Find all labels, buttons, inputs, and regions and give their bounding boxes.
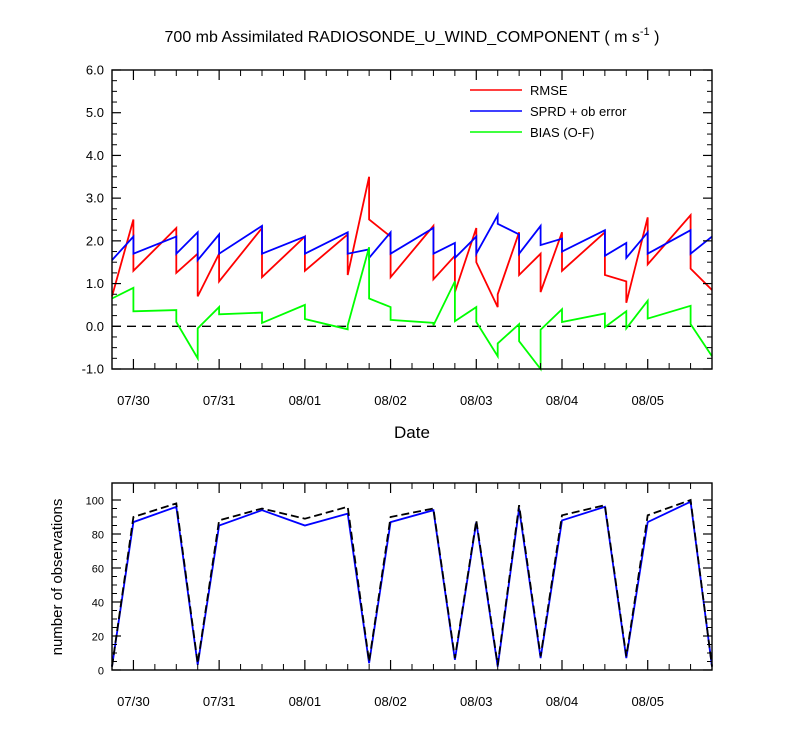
bottom-y-tick-label: 0 xyxy=(98,666,104,678)
bottom-plot: 0 20 40 60 80 100 07/30 07/31 08/01 08/02 08/03 08/… xyxy=(49,482,713,709)
bottom-x-tick-label: 08/01 xyxy=(289,694,322,709)
bottom-series-group xyxy=(111,498,713,667)
top-plot: -1.0 0.0 1.0 2.0 3.0 4.0 5.0 6.0 07/30 07/31 08/01… xyxy=(82,63,713,442)
bottom-x-tick-label: 08/03 xyxy=(460,694,493,709)
bottom-y-tick-label: 100 xyxy=(86,496,104,508)
top-x-tick-label: 07/31 xyxy=(203,393,236,408)
top-series-bias-o-f xyxy=(111,247,713,372)
bottom-x-tick-label: 07/31 xyxy=(203,694,236,709)
top-x-tick-label: 07/30 xyxy=(117,393,150,408)
top-plot-frame xyxy=(111,69,713,370)
legend: RMSE SPRD + ob error BIAS (O-F) xyxy=(470,83,627,140)
bottom-plot-frame xyxy=(111,482,713,671)
top-y-tick-label: 4.0 xyxy=(86,148,104,163)
bottom-x-tick-label: 08/02 xyxy=(374,694,407,709)
legend-label-sprd: SPRD + ob error xyxy=(530,104,627,119)
bottom-y-tick-label: 60 xyxy=(92,564,104,576)
bottom-x-tick-label: 07/30 xyxy=(117,694,150,709)
top-x-tick-label: 08/02 xyxy=(374,393,407,408)
top-y-tick-label: 0.0 xyxy=(86,319,104,334)
bottom-x-tick-label: 08/04 xyxy=(546,694,579,709)
top-y-tick-label: 5.0 xyxy=(86,105,104,120)
x-axis-title: Date xyxy=(394,423,430,442)
legend-label-rmse: RMSE xyxy=(530,83,568,98)
bottom-y-tick-label: 80 xyxy=(92,530,104,542)
top-series-rmse xyxy=(111,176,713,308)
top-series-sprd-ob-error xyxy=(111,211,713,263)
top-x-tick-label: 08/03 xyxy=(460,393,493,408)
top-y-tick-label: 3.0 xyxy=(86,191,104,206)
top-x-tick-label: 08/04 xyxy=(546,393,579,408)
legend-label-bias: BIAS (O-F) xyxy=(530,125,594,140)
y-axis-title-observations: number of observations xyxy=(49,499,66,656)
top-y-tick-label: 1.0 xyxy=(86,276,104,291)
chart-title: 700 mb Assimilated RADIOSONDE_U_WIND_COM… xyxy=(165,26,660,46)
top-x-tick-label: 08/01 xyxy=(289,393,322,408)
bottom-y-tick-label: 40 xyxy=(92,598,104,610)
bottom-series-possible xyxy=(111,498,713,667)
top-x-tick-label: 08/05 xyxy=(631,393,664,408)
top-series-group xyxy=(111,176,713,372)
bottom-series-assimilated xyxy=(111,500,713,667)
bottom-x-tick-label: 08/05 xyxy=(631,694,664,709)
top-y-tick-label: 6.0 xyxy=(86,63,104,78)
top-y-tick-label: -1.0 xyxy=(82,362,104,377)
top-y-tick-label: 2.0 xyxy=(86,233,104,248)
bottom-y-tick-label: 20 xyxy=(92,632,104,644)
top-axis-ticks: -1.0 0.0 1.0 2.0 3.0 4.0 5.0 6.0 07/30 07/31 08/01… xyxy=(82,63,713,408)
